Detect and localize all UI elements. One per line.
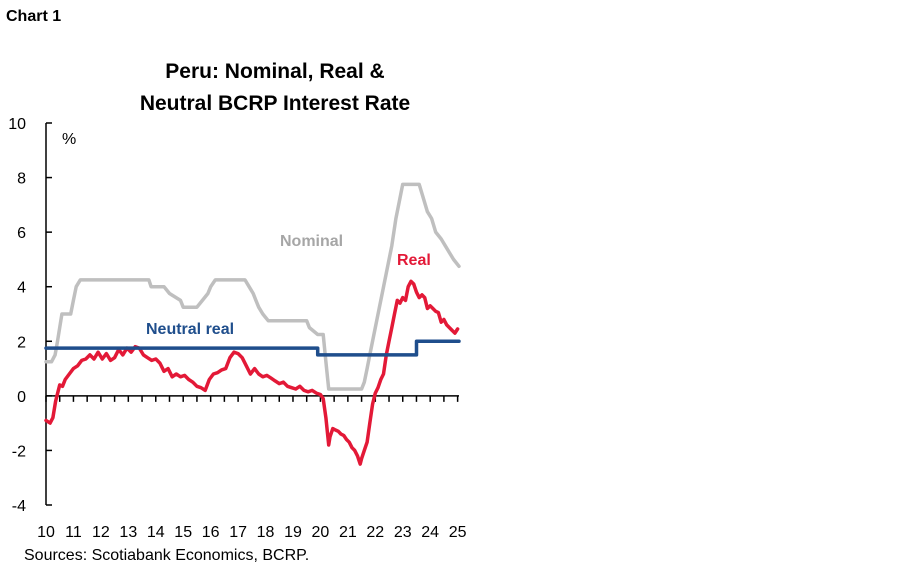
x-tick-label: 23: [394, 524, 412, 541]
nominal-series-line: [44, 182, 461, 391]
x-tick-label: 12: [92, 524, 110, 541]
y-tick-label: 10: [8, 116, 26, 133]
y-tick-label: -4: [12, 498, 26, 515]
chart-title-line-2: Neutral BCRP Interest Rate: [139, 92, 411, 115]
x-tick-label: 19: [284, 524, 302, 541]
x-tick-label: 11: [65, 524, 82, 541]
y-tick-label: 6: [17, 225, 26, 242]
source-note: Sources: Scotiabank Economics, BCRP.: [24, 547, 310, 564]
chart-series: [44, 182, 461, 466]
x-tick-label: 14: [147, 524, 165, 541]
y-tick-label: -2: [12, 443, 26, 460]
x-tick-label: 16: [202, 524, 220, 541]
y-unit-label: %: [62, 131, 76, 148]
x-tick-label: 21: [339, 524, 357, 541]
y-tick-label: 4: [17, 280, 26, 297]
x-tick-label: 17: [229, 524, 247, 541]
y-tick-label: 8: [17, 171, 26, 188]
nominal-series-label: Nominal: [280, 233, 343, 250]
neutral-real-series-line: [44, 339, 461, 357]
x-tick-label: 22: [366, 524, 384, 541]
chart-title: Peru: Nominal, Real & Neutral BCRP Inter…: [40, 56, 510, 120]
neutral-real-series-label: Neutral real: [146, 321, 234, 338]
chart-annotations: Nominal Real Neutral real%: [62, 131, 431, 338]
chart-title-line-1: Peru: Nominal, Real &: [165, 60, 385, 83]
x-tick-label: 13: [119, 524, 137, 541]
chart-number-label: Chart 1: [6, 8, 62, 25]
real-series-line: [44, 279, 460, 466]
x-tick-label: 10: [37, 524, 55, 541]
y-tick-label: 2: [17, 334, 26, 351]
x-tick-label: 20: [312, 524, 330, 541]
real-series-label: Real: [397, 252, 431, 269]
x-tick-label: 15: [174, 524, 192, 541]
x-tick-label: 18: [257, 524, 275, 541]
y-tick-label: 0: [17, 389, 26, 406]
x-tick-label: 24: [421, 524, 439, 541]
x-tick-label: 25: [449, 524, 467, 541]
